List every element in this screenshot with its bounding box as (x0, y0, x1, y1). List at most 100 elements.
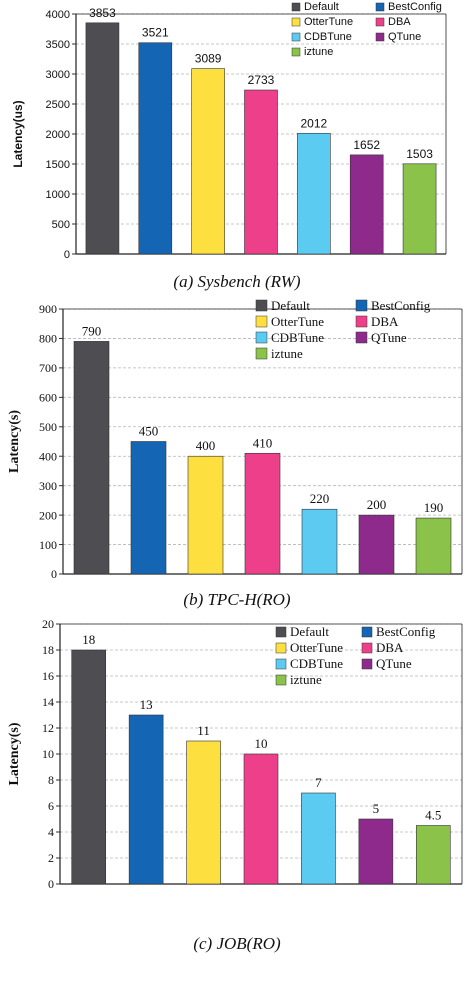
data-label: 410 (253, 435, 273, 450)
legend-swatch (291, 17, 301, 27)
legend-swatch (291, 2, 301, 12)
chart-caption-sysbench: (a) Sysbench (RW) (173, 272, 301, 291)
y-tick-label: 0 (64, 249, 70, 261)
legend-label: OtterTune (271, 314, 324, 329)
y-tick-label: 1000 (46, 189, 70, 201)
y-tick-label: 6 (48, 799, 54, 813)
legend-swatch (291, 32, 301, 42)
legend-swatch (375, 17, 385, 27)
legend-label: QTune (376, 656, 412, 671)
y-tick-label: 500 (52, 219, 70, 231)
y-tick-label: 8 (48, 773, 54, 787)
bar-dba (243, 753, 279, 885)
bar-default (85, 22, 120, 255)
legend-swatch (275, 626, 287, 638)
legend-label: iztune (290, 672, 322, 687)
legend-label: BestConfig (371, 298, 431, 313)
data-label: 220 (310, 491, 330, 506)
legend-swatch (275, 658, 287, 670)
data-label: 4.5 (425, 808, 441, 823)
legend-swatch (255, 347, 268, 360)
y-tick-label: 2000 (46, 129, 70, 141)
legend-label: CDBTune (290, 656, 343, 671)
legend-swatch (361, 626, 373, 638)
y-tick-label: 3500 (46, 39, 70, 51)
bar-bestconfig (138, 42, 173, 255)
chart-svg: 0 500 1000 1500 2000 2500 3000 3500 4000 Latency(… (11, 1, 447, 261)
legend-label: BestConfig (388, 1, 442, 13)
legend-swatch (255, 331, 268, 344)
y-tick-label: 0 (51, 567, 57, 581)
bar-qtune (358, 818, 394, 885)
chart-panel-tpch: 0 100 200 300 400 500 600 700 800 900 Latency(s) 79… (0, 298, 474, 586)
data-label: 790 (82, 323, 102, 338)
legend-label: CDBTune (304, 31, 352, 43)
legend-label: CDBTune (271, 330, 324, 345)
legend-swatch (275, 642, 287, 654)
chart-caption-tpch: (b) TPC-H(RO) (183, 590, 291, 609)
data-label: 400 (196, 438, 216, 453)
y-tick-label: 200 (39, 508, 57, 522)
y-tick-label: 400 (39, 449, 57, 463)
bar-qtune (349, 154, 384, 255)
legend-label: Default (290, 624, 329, 639)
bar-bestconfig (128, 714, 164, 885)
y-tick-label: 0 (48, 877, 54, 891)
chart-panel-job: 0 2 4 6 8 10 12 14 16 18 20 Latency(s) 18 13 11 10 7 5 4.5… (0, 614, 474, 924)
legend-label: OtterTune (304, 16, 353, 28)
bar-iztune (415, 825, 451, 885)
bar-bestconfig (130, 441, 167, 575)
y-tick-label: 2 (48, 851, 54, 865)
chart-svg: 0 2 4 6 8 10 12 14 16 18 20 Latency(s) 18 13 11 10 7 5 4.5… (7, 617, 463, 891)
legend-label: OtterTune (290, 640, 343, 655)
data-label: 190 (424, 500, 444, 515)
data-label: 10 (255, 736, 268, 751)
legend-swatch (355, 299, 368, 312)
chart-caption-job: (c) JOB(RO) (193, 934, 281, 953)
bar-default (71, 649, 107, 885)
bar-ottertune (187, 455, 224, 575)
data-label: 3853 (89, 6, 116, 20)
data-label: 3521 (142, 26, 169, 40)
data-label: 18 (82, 632, 95, 647)
y-tick-label: 700 (39, 361, 57, 375)
legend-label: DBA (376, 640, 404, 655)
data-label: 1503 (406, 147, 433, 161)
y-tick-label: 800 (39, 332, 57, 346)
y-tick-label: 18 (42, 643, 54, 657)
y-tick-label: 500 (39, 420, 57, 434)
y-axis-label: Latency(us) (11, 100, 25, 167)
bar-qtune (358, 514, 395, 575)
y-axis-label: Latency(s) (7, 410, 22, 473)
chart-svg: 0 100 200 300 400 500 600 700 800 900 Latency(s) 79… (7, 298, 463, 581)
y-tick-label: 1500 (46, 159, 70, 171)
bar-iztune (402, 163, 437, 255)
data-label: 450 (139, 424, 159, 439)
legend-label: iztune (304, 46, 333, 58)
y-tick-label: 900 (39, 302, 57, 316)
bar-cdbtune (301, 792, 336, 885)
data-label: 11 (197, 723, 210, 738)
legend-label: QTune (371, 330, 407, 345)
legend-swatch (275, 674, 287, 686)
y-tick-label: 14 (42, 695, 54, 709)
chart-panel-sysbench: 0 500 1000 1500 2000 2500 3000 3500 4000 Latency(… (0, 0, 474, 270)
legend-swatch (361, 642, 373, 654)
bar-ottertune (191, 68, 225, 255)
data-label: 13 (140, 697, 153, 712)
bar-cdbtune (301, 508, 338, 575)
data-label: 2012 (301, 116, 328, 130)
data-label: 5 (373, 801, 380, 816)
y-tick-label: 20 (42, 617, 54, 631)
bar-dba (244, 452, 281, 575)
legend-label: DBA (371, 314, 399, 329)
y-tick-label: 4 (48, 825, 54, 839)
bar-cdbtune (297, 132, 331, 255)
bar-ottertune (186, 740, 221, 885)
y-tick-label: 2500 (46, 99, 70, 111)
y-tick-label: 100 (39, 538, 57, 552)
legend-swatch (375, 2, 385, 12)
legend-label: Default (271, 298, 310, 313)
legend-label: BestConfig (376, 624, 436, 639)
bar-dba (244, 89, 278, 255)
